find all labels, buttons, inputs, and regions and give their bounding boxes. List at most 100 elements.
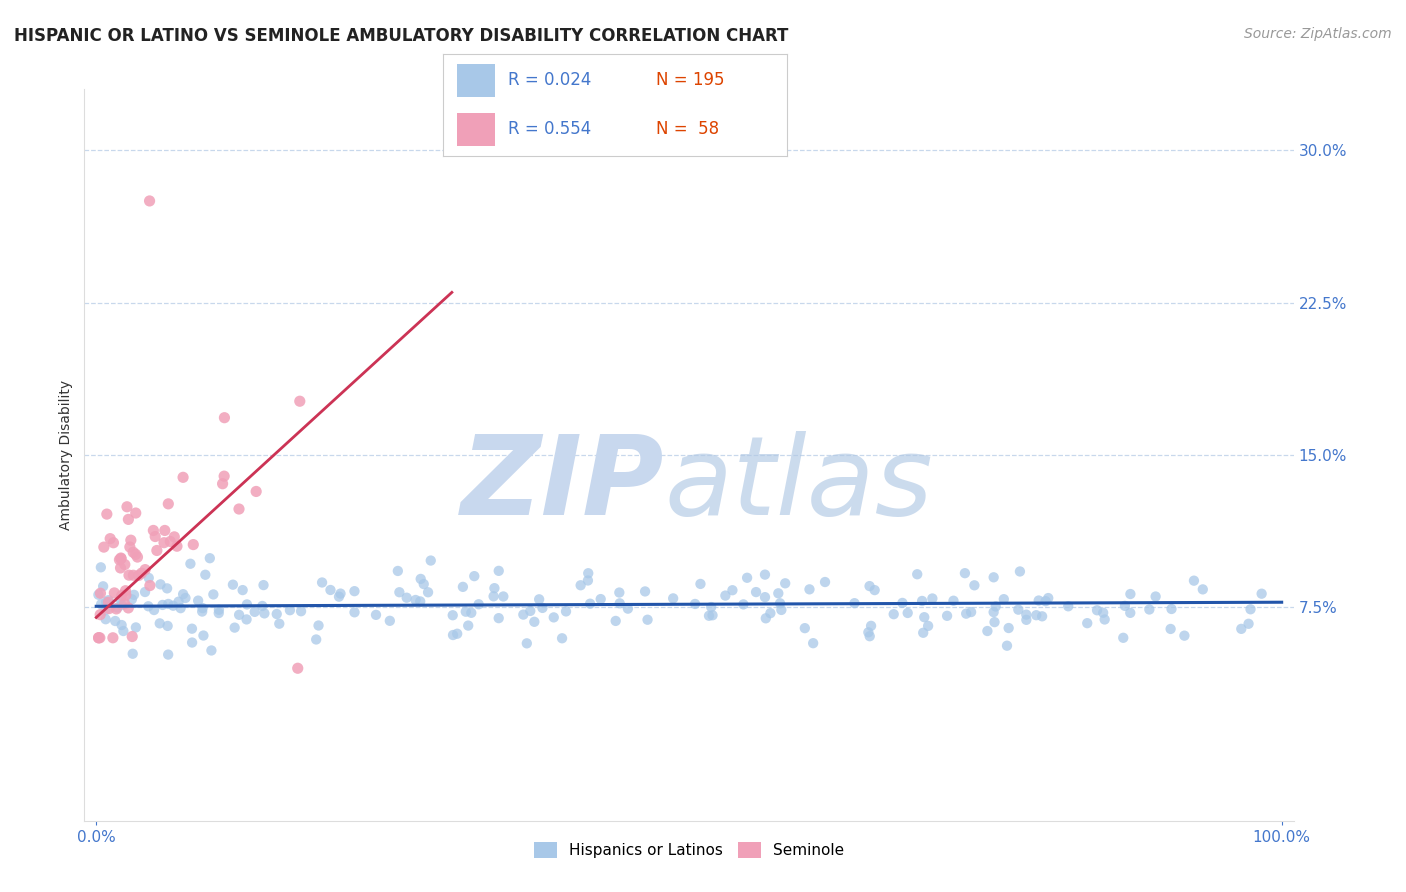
Text: N = 195: N = 195 <box>657 71 725 89</box>
Point <box>87 631 110 645</box>
Point <box>191 601 214 615</box>
Point <box>236 598 259 612</box>
Point <box>156 582 179 596</box>
Point <box>451 580 474 594</box>
Point <box>1160 622 1182 636</box>
Point <box>108 553 131 567</box>
Point <box>905 567 928 582</box>
Point <box>759 606 782 620</box>
FancyBboxPatch shape <box>457 113 495 145</box>
Point <box>143 603 166 617</box>
Point <box>110 592 132 607</box>
Point <box>523 615 546 629</box>
Point <box>1085 603 1108 617</box>
Point <box>208 603 231 617</box>
Point <box>222 577 245 591</box>
Point <box>754 567 776 582</box>
Point <box>128 568 150 582</box>
Text: HISPANIC OR LATINO VS SEMINOLE AMBULATORY DISABILITY CORRELATION CHART: HISPANIC OR LATINO VS SEMINOLE AMBULATOR… <box>14 27 789 45</box>
Point <box>214 410 236 425</box>
Point <box>127 550 149 565</box>
Point <box>911 594 934 608</box>
Point <box>253 607 276 621</box>
Point <box>157 497 180 511</box>
Point <box>89 607 111 622</box>
Point <box>153 524 176 538</box>
Point <box>98 601 121 615</box>
Point <box>110 551 132 566</box>
Point <box>181 622 204 636</box>
Point <box>858 579 880 593</box>
Point <box>228 607 250 622</box>
Point <box>167 594 190 608</box>
Point <box>576 566 599 581</box>
Point <box>115 588 138 602</box>
Point <box>1237 616 1260 631</box>
Point <box>543 610 565 624</box>
Point <box>702 608 724 623</box>
Point <box>96 507 118 521</box>
Point <box>252 578 274 592</box>
Point <box>387 564 409 578</box>
Point <box>683 597 706 611</box>
Point <box>1239 602 1261 616</box>
Point <box>1057 599 1080 614</box>
Point <box>343 584 366 599</box>
Point <box>191 605 214 619</box>
Point <box>983 615 1005 629</box>
Point <box>395 591 418 605</box>
Point <box>117 601 139 615</box>
Point <box>697 608 720 623</box>
Point <box>172 587 194 601</box>
Point <box>607 585 630 599</box>
Point <box>1137 602 1160 616</box>
Point <box>172 470 194 484</box>
Point <box>131 566 153 581</box>
Point <box>441 608 464 623</box>
Point <box>252 599 274 613</box>
Point <box>605 614 627 628</box>
Point <box>121 592 143 607</box>
Point <box>266 607 288 621</box>
Point <box>754 590 776 604</box>
Point <box>149 577 172 591</box>
Point <box>617 601 640 615</box>
Point <box>245 484 267 499</box>
Point <box>662 591 685 606</box>
Point <box>134 585 156 599</box>
Point <box>169 601 191 615</box>
Point <box>166 539 188 553</box>
Point <box>125 547 148 561</box>
Point <box>801 636 824 650</box>
Point <box>412 577 434 591</box>
Point <box>142 524 165 538</box>
Point <box>409 594 432 608</box>
Point <box>770 603 793 617</box>
Point <box>745 585 768 599</box>
Point <box>308 618 330 632</box>
Point <box>378 614 401 628</box>
Point <box>343 605 366 619</box>
Point <box>569 578 592 592</box>
Point <box>143 529 166 543</box>
Point <box>1025 608 1047 623</box>
Point <box>454 605 477 619</box>
Point <box>416 585 439 599</box>
Point <box>105 602 128 616</box>
Point <box>995 639 1018 653</box>
Point <box>814 574 837 589</box>
Point <box>103 535 125 549</box>
Point <box>1250 587 1272 601</box>
Point <box>110 551 132 566</box>
Point <box>198 551 221 566</box>
Point <box>208 606 231 620</box>
Point <box>769 596 792 610</box>
Point <box>773 576 796 591</box>
Point <box>212 469 235 483</box>
Point <box>149 616 172 631</box>
Point <box>689 577 711 591</box>
Point <box>955 607 977 621</box>
Point <box>114 597 136 611</box>
FancyBboxPatch shape <box>457 64 495 96</box>
Point <box>993 592 1015 607</box>
